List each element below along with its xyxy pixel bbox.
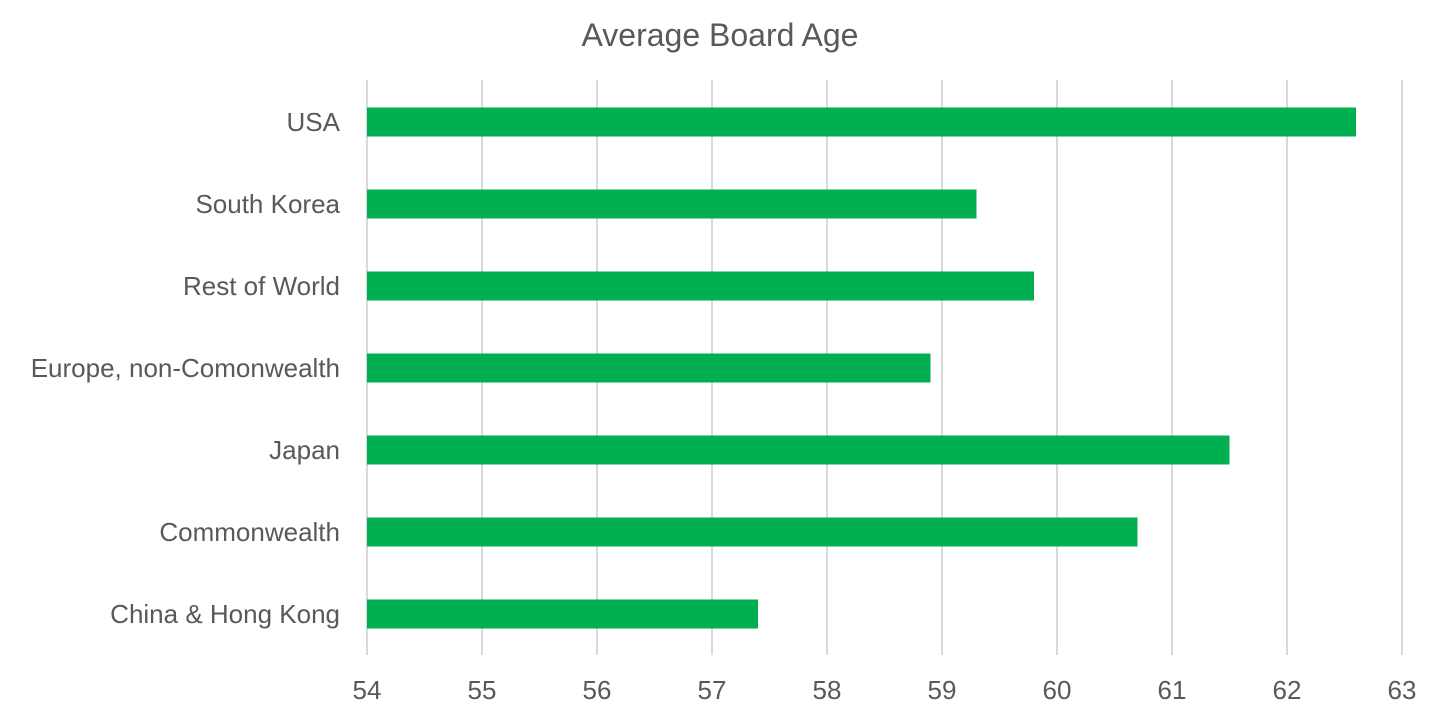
bar-rest-of-world <box>367 271 1034 301</box>
category-label: Rest of World <box>183 271 340 301</box>
category-label: Japan <box>269 435 340 465</box>
bar-commonwealth <box>367 517 1138 547</box>
category-label: Commonwealth <box>159 517 340 547</box>
x-tick-label: 58 <box>813 675 842 705</box>
x-tick-label: 54 <box>353 675 382 705</box>
category-labels: USA South Korea Rest of World Europe, non-C… <box>31 107 341 629</box>
chart-title: Average Board Age <box>582 17 859 53</box>
x-tick-label: 62 <box>1273 675 1302 705</box>
bar-europe-non-comonwealth <box>367 353 931 383</box>
x-tick-label: 61 <box>1158 675 1187 705</box>
category-label: South Korea <box>195 189 340 219</box>
bar-japan <box>367 435 1230 465</box>
category-label: Europe, non-Comonwealth <box>31 353 340 383</box>
x-tick-label: 57 <box>698 675 727 705</box>
x-tick-label: 63 <box>1388 675 1417 705</box>
x-tick-label: 59 <box>928 675 957 705</box>
bar-usa <box>367 107 1356 137</box>
bar-south-korea <box>367 189 977 219</box>
bar-china-hong-kong <box>367 599 758 629</box>
x-tick-label: 60 <box>1043 675 1072 705</box>
x-tick-label: 55 <box>468 675 497 705</box>
x-axis-tick-labels: 54 55 56 57 58 59 60 61 62 63 <box>353 675 1417 705</box>
bars-layer <box>367 107 1356 629</box>
x-tick-label: 56 <box>583 675 612 705</box>
category-label: USA <box>287 107 341 137</box>
category-label: China & Hong Kong <box>110 599 340 629</box>
